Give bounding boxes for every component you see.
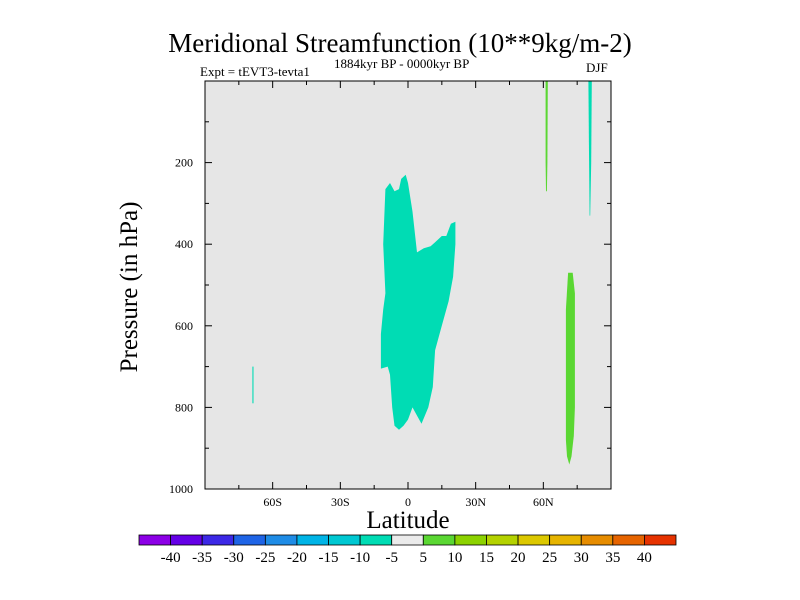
colorbar-swatch	[580, 534, 614, 546]
axis-ticks: 60S 30S 0 30N 60N 200 400 600 800 1000	[169, 81, 611, 509]
colorbar-swatch	[422, 534, 456, 546]
x-tick-label: 0	[405, 495, 411, 509]
colorbar-swatch	[612, 534, 645, 546]
y-tick-label: 1000	[169, 482, 193, 496]
y-tick-label: 200	[175, 156, 193, 170]
colorbar-label: 40	[637, 550, 652, 566]
colorbar-label: -40	[161, 550, 181, 566]
x-tick-label: 60S	[263, 495, 282, 509]
colorbar: -40 -35 -30 -25 -20 -15 -10 -5 5 10 15 20 25 30 35 40	[138, 534, 677, 566]
colorbar-swatch	[454, 534, 487, 546]
colorbar-label: -20	[287, 550, 307, 566]
season-label: DJF	[586, 60, 608, 75]
y-tick-label: 800	[175, 400, 193, 414]
colorbar-swatch	[296, 534, 329, 546]
y-tick-label: 600	[175, 319, 193, 333]
colorbar-label: 35	[605, 550, 620, 566]
colorbar-swatch	[138, 534, 171, 546]
colorbar-label: -35	[192, 550, 212, 566]
colorbar-label: -15	[319, 550, 339, 566]
colorbar-swatch	[391, 534, 424, 546]
colorbar-label: -5	[385, 550, 398, 566]
colorbar-swatch	[359, 534, 393, 546]
colorbar-label: -10	[350, 550, 370, 566]
colorbar-swatch	[517, 534, 551, 546]
colorbar-label: 15	[479, 550, 494, 566]
x-tick-label: 30S	[331, 495, 350, 509]
colorbar-swatch	[644, 534, 677, 546]
colorbar-label: 20	[511, 550, 526, 566]
contour-regions	[252, 81, 592, 465]
positive-cell-north	[565, 272, 575, 465]
negative-streak-north	[588, 81, 592, 216]
colorbar-swatch	[264, 534, 298, 546]
colorbar-swatch	[328, 534, 361, 546]
positive-streak-north	[545, 81, 548, 192]
colorbar-swatch	[549, 534, 582, 546]
colorbar-label: 25	[542, 550, 557, 566]
negative-cell-equatorial	[380, 174, 456, 430]
x-tick-label: 60N	[533, 495, 554, 509]
colorbar-label: -25	[255, 550, 275, 566]
colorbar-swatch	[170, 534, 203, 546]
x-axis-title: Latitude	[366, 507, 449, 534]
experiment-label: Expt = tEVT3-tevta1	[200, 64, 310, 79]
chart-title: Meridional Streamfunction (10**9kg/m-2)	[168, 28, 632, 58]
negative-streak-south	[252, 366, 254, 404]
period-label: 1884kyr BP - 0000kyr BP	[334, 56, 470, 71]
colorbar-label: 30	[574, 550, 589, 566]
colorbar-label: 10	[447, 550, 462, 566]
colorbar-label: 5	[420, 550, 428, 566]
colorbar-label: -30	[224, 550, 244, 566]
colorbar-swatch	[201, 534, 235, 546]
y-axis-title: Pressure (in hPa)	[116, 202, 143, 373]
colorbar-swatch	[233, 534, 266, 546]
y-tick-label: 400	[175, 237, 193, 251]
colorbar-swatch	[486, 534, 519, 546]
x-tick-label: 30N	[465, 495, 486, 509]
